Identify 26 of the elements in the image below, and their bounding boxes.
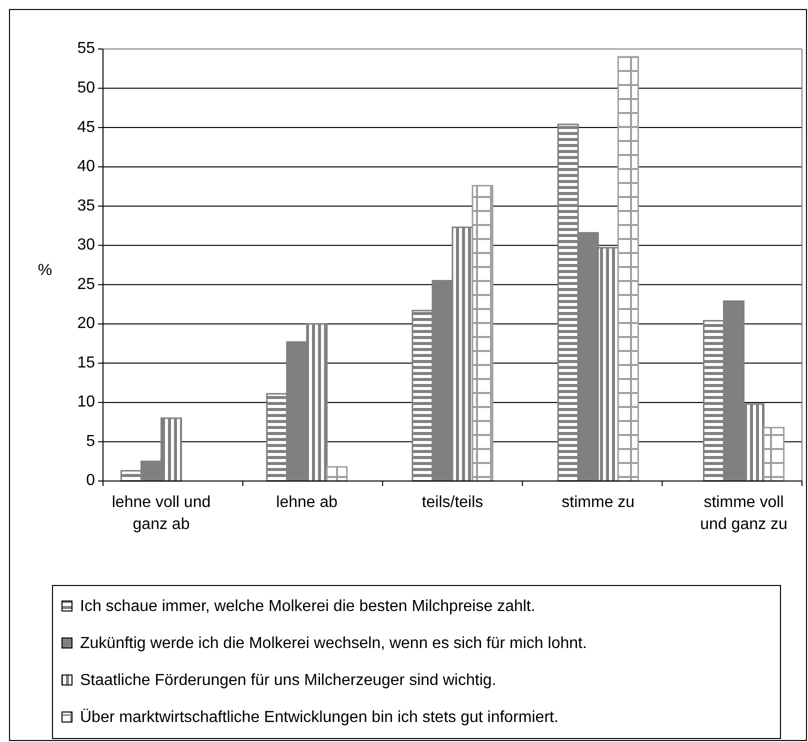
y-tick-label: 55: [77, 40, 96, 58]
y-tick-label: 20: [77, 315, 96, 332]
y-tick-label: 0: [86, 472, 96, 490]
legend-label: Ich schaue immer, welche Molkerei die besten Milchpreise zahlt.: [80, 598, 536, 616]
x-tick-label: lehne ab: [276, 494, 338, 511]
bar: [326, 466, 348, 482]
bar: [617, 56, 639, 482]
x-tick-label: teils/teils: [422, 494, 484, 511]
legend-label: Staatliche Förderungen für uns Milcherzeuger sind wichtig.: [80, 672, 496, 690]
y-tick-label: 50: [77, 79, 96, 97]
x-tick-label: stimme voll und ganz zu: [700, 494, 788, 533]
y-tick-label: 35: [77, 197, 96, 214]
y-tick-label: 15: [77, 354, 96, 372]
y-tick-label: 10: [77, 394, 96, 411]
y-tick-label: 5: [86, 432, 96, 450]
y-tick-label: 30: [77, 236, 96, 254]
bar: [472, 184, 494, 482]
legend-label: Über marktwirtschaftliche Entwicklungen bin ich stets gut informiert.: [80, 708, 558, 726]
y-axis-title: %: [38, 262, 52, 279]
x-tick-label: lehne voll und ganz ab: [112, 494, 211, 533]
y-tick-label: 40: [77, 158, 96, 176]
bar: [763, 426, 785, 482]
legend-label: Zukünftig werde ich die Molkerei wechseln, wenn es sich für mich lohnt.: [80, 635, 587, 652]
x-tick-label: stimme zu: [562, 494, 635, 511]
y-tick-label: 25: [77, 276, 96, 293]
y-tick-label: 45: [77, 118, 96, 136]
